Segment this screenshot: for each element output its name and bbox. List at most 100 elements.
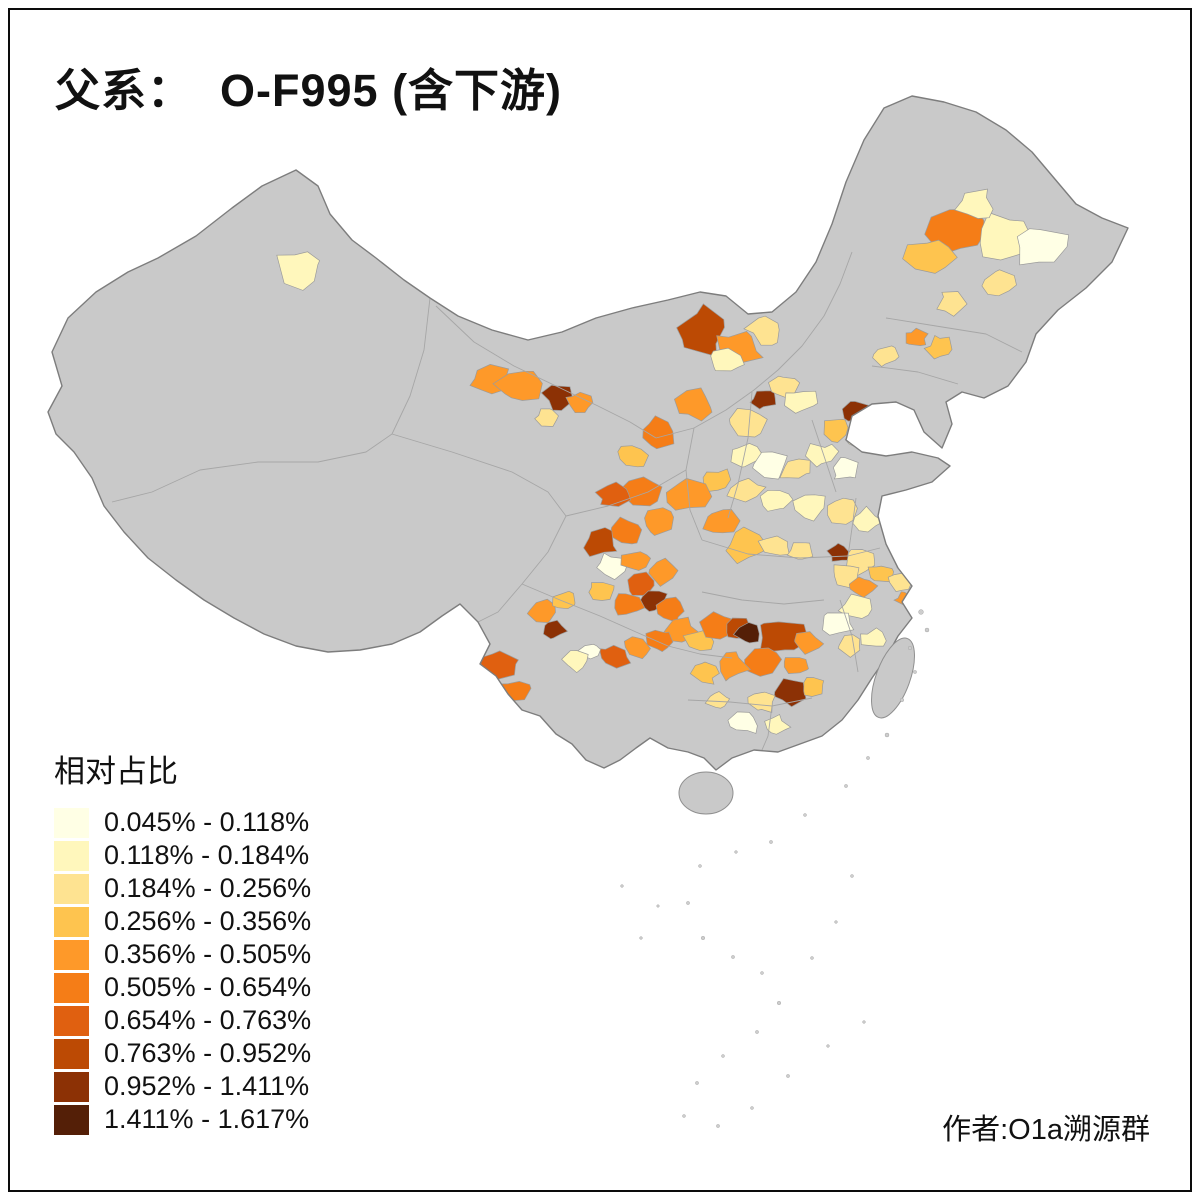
islet-dot (786, 1074, 790, 1078)
prefecture-region (837, 593, 873, 619)
prefecture-region (492, 370, 543, 401)
legend-row: 0.118% - 0.184% (54, 839, 311, 872)
legend-swatch (54, 1071, 89, 1102)
islet-dot (850, 874, 854, 878)
prefecture-region (981, 269, 1017, 297)
prefecture-region (852, 505, 884, 533)
islet-dot (810, 956, 814, 960)
legend-row: 0.952% - 1.411% (54, 1070, 311, 1103)
prefecture-region (583, 527, 618, 558)
prefecture-region (902, 239, 958, 274)
prefecture-region (526, 598, 556, 623)
islet-dot (862, 1020, 866, 1024)
prefecture-region (880, 424, 908, 445)
prefecture-region (729, 408, 768, 438)
national-border-outline (47, 95, 1129, 771)
islet-dot (721, 1054, 725, 1058)
prefecture-region (832, 457, 859, 480)
islet-dot (760, 971, 764, 975)
prefecture-region (704, 691, 731, 709)
legend-label: 0.118% - 0.184% (104, 840, 310, 870)
legend-rows: 0.045% - 0.118% 0.118% - 0.184% 0.184% - 0… (54, 806, 311, 1136)
prefecture-region (617, 445, 650, 468)
legend-row: 0.505% - 0.654% (54, 971, 311, 1004)
prefecture-region (648, 557, 679, 587)
prefecture-region (719, 651, 752, 682)
prefecture-region (860, 627, 887, 647)
legend-swatch (54, 1104, 89, 1135)
legend-row: 0.763% - 0.952% (54, 1037, 311, 1070)
islet-dot (750, 1106, 754, 1110)
prefecture-region (872, 345, 900, 367)
legend-label: 0.505% - 0.654% (104, 972, 312, 1002)
legend-swatch (54, 972, 89, 1003)
islet-dot (834, 920, 838, 924)
prefecture-region (614, 593, 646, 616)
legend-label: 0.184% - 0.256% (104, 873, 312, 903)
islet-dot (924, 627, 930, 633)
legend-label: 0.952% - 1.411% (104, 1071, 310, 1101)
prefecture-region (598, 644, 632, 669)
page-title: 父系： O-F995 (含下游) (55, 65, 563, 116)
islet-dot (716, 1124, 720, 1128)
prefecture-region (645, 629, 674, 653)
prefecture-region (936, 291, 968, 317)
prefecture-region (759, 621, 810, 654)
legend-swatch (54, 840, 89, 871)
islet-dot (620, 884, 624, 888)
islet-dot (866, 756, 870, 760)
legend-swatch (54, 1005, 89, 1036)
legend-row: 0.184% - 0.256% (54, 872, 311, 905)
legend-label: 0.356% - 0.505% (104, 939, 312, 969)
map-legend: 相对占比 0.045% - 0.118% 0.118% - 0.184% 0.184… (54, 746, 311, 1136)
prefecture-region (276, 251, 321, 291)
islet-dot (639, 936, 643, 940)
prefecture-region (727, 711, 758, 734)
prefecture-region (759, 489, 794, 512)
islet-dot (755, 1030, 759, 1034)
prefecture-region (954, 188, 994, 219)
prefecture-region (689, 661, 720, 685)
prefecture-region (665, 478, 713, 511)
sea-islets (620, 609, 930, 1128)
legend-label: 0.045% - 0.118% (104, 807, 310, 837)
prefecture-region (779, 458, 811, 479)
islet-dot (769, 840, 773, 844)
legend-label: 0.256% - 0.356% (104, 906, 312, 936)
prefecture-region (594, 481, 631, 507)
prefecture-region (588, 582, 615, 601)
prefecture-region (752, 451, 788, 480)
islet-dot (656, 904, 660, 908)
prefecture-region (896, 555, 921, 569)
islet-dot (682, 1114, 686, 1118)
legend-row: 0.045% - 0.118% (54, 806, 311, 839)
islet-dot (908, 646, 913, 651)
prefecture-region (540, 384, 573, 411)
prefecture-region (827, 497, 858, 525)
prefecture-region (561, 650, 589, 674)
islet-dot (884, 732, 890, 738)
prefecture-region (823, 418, 849, 443)
islet-dot (731, 955, 735, 959)
legend-swatch (54, 873, 89, 904)
legend-row: 0.654% - 0.763% (54, 1004, 311, 1037)
province-borders (111, 251, 1023, 751)
legend-row: 1.411% - 1.617% (54, 1103, 311, 1136)
islet-dot (698, 864, 702, 868)
legend-swatch (54, 1038, 89, 1069)
prefecture-region (747, 691, 776, 713)
prefecture-region (743, 315, 780, 346)
legend-label: 1.411% - 1.617% (104, 1104, 310, 1134)
hainan-island (678, 771, 734, 815)
legend-title: 相对占比 (54, 754, 178, 789)
prefecture-region (757, 535, 790, 556)
prefecture-region (803, 677, 825, 697)
prefecture-region (730, 443, 766, 468)
islet-dot (734, 850, 738, 854)
prefecture-region (565, 391, 594, 414)
prefecture-region (642, 415, 675, 450)
prefecture-region (620, 551, 652, 571)
prefecture-region (726, 477, 767, 503)
islet-dot (900, 698, 905, 703)
prefecture-region (848, 576, 879, 598)
